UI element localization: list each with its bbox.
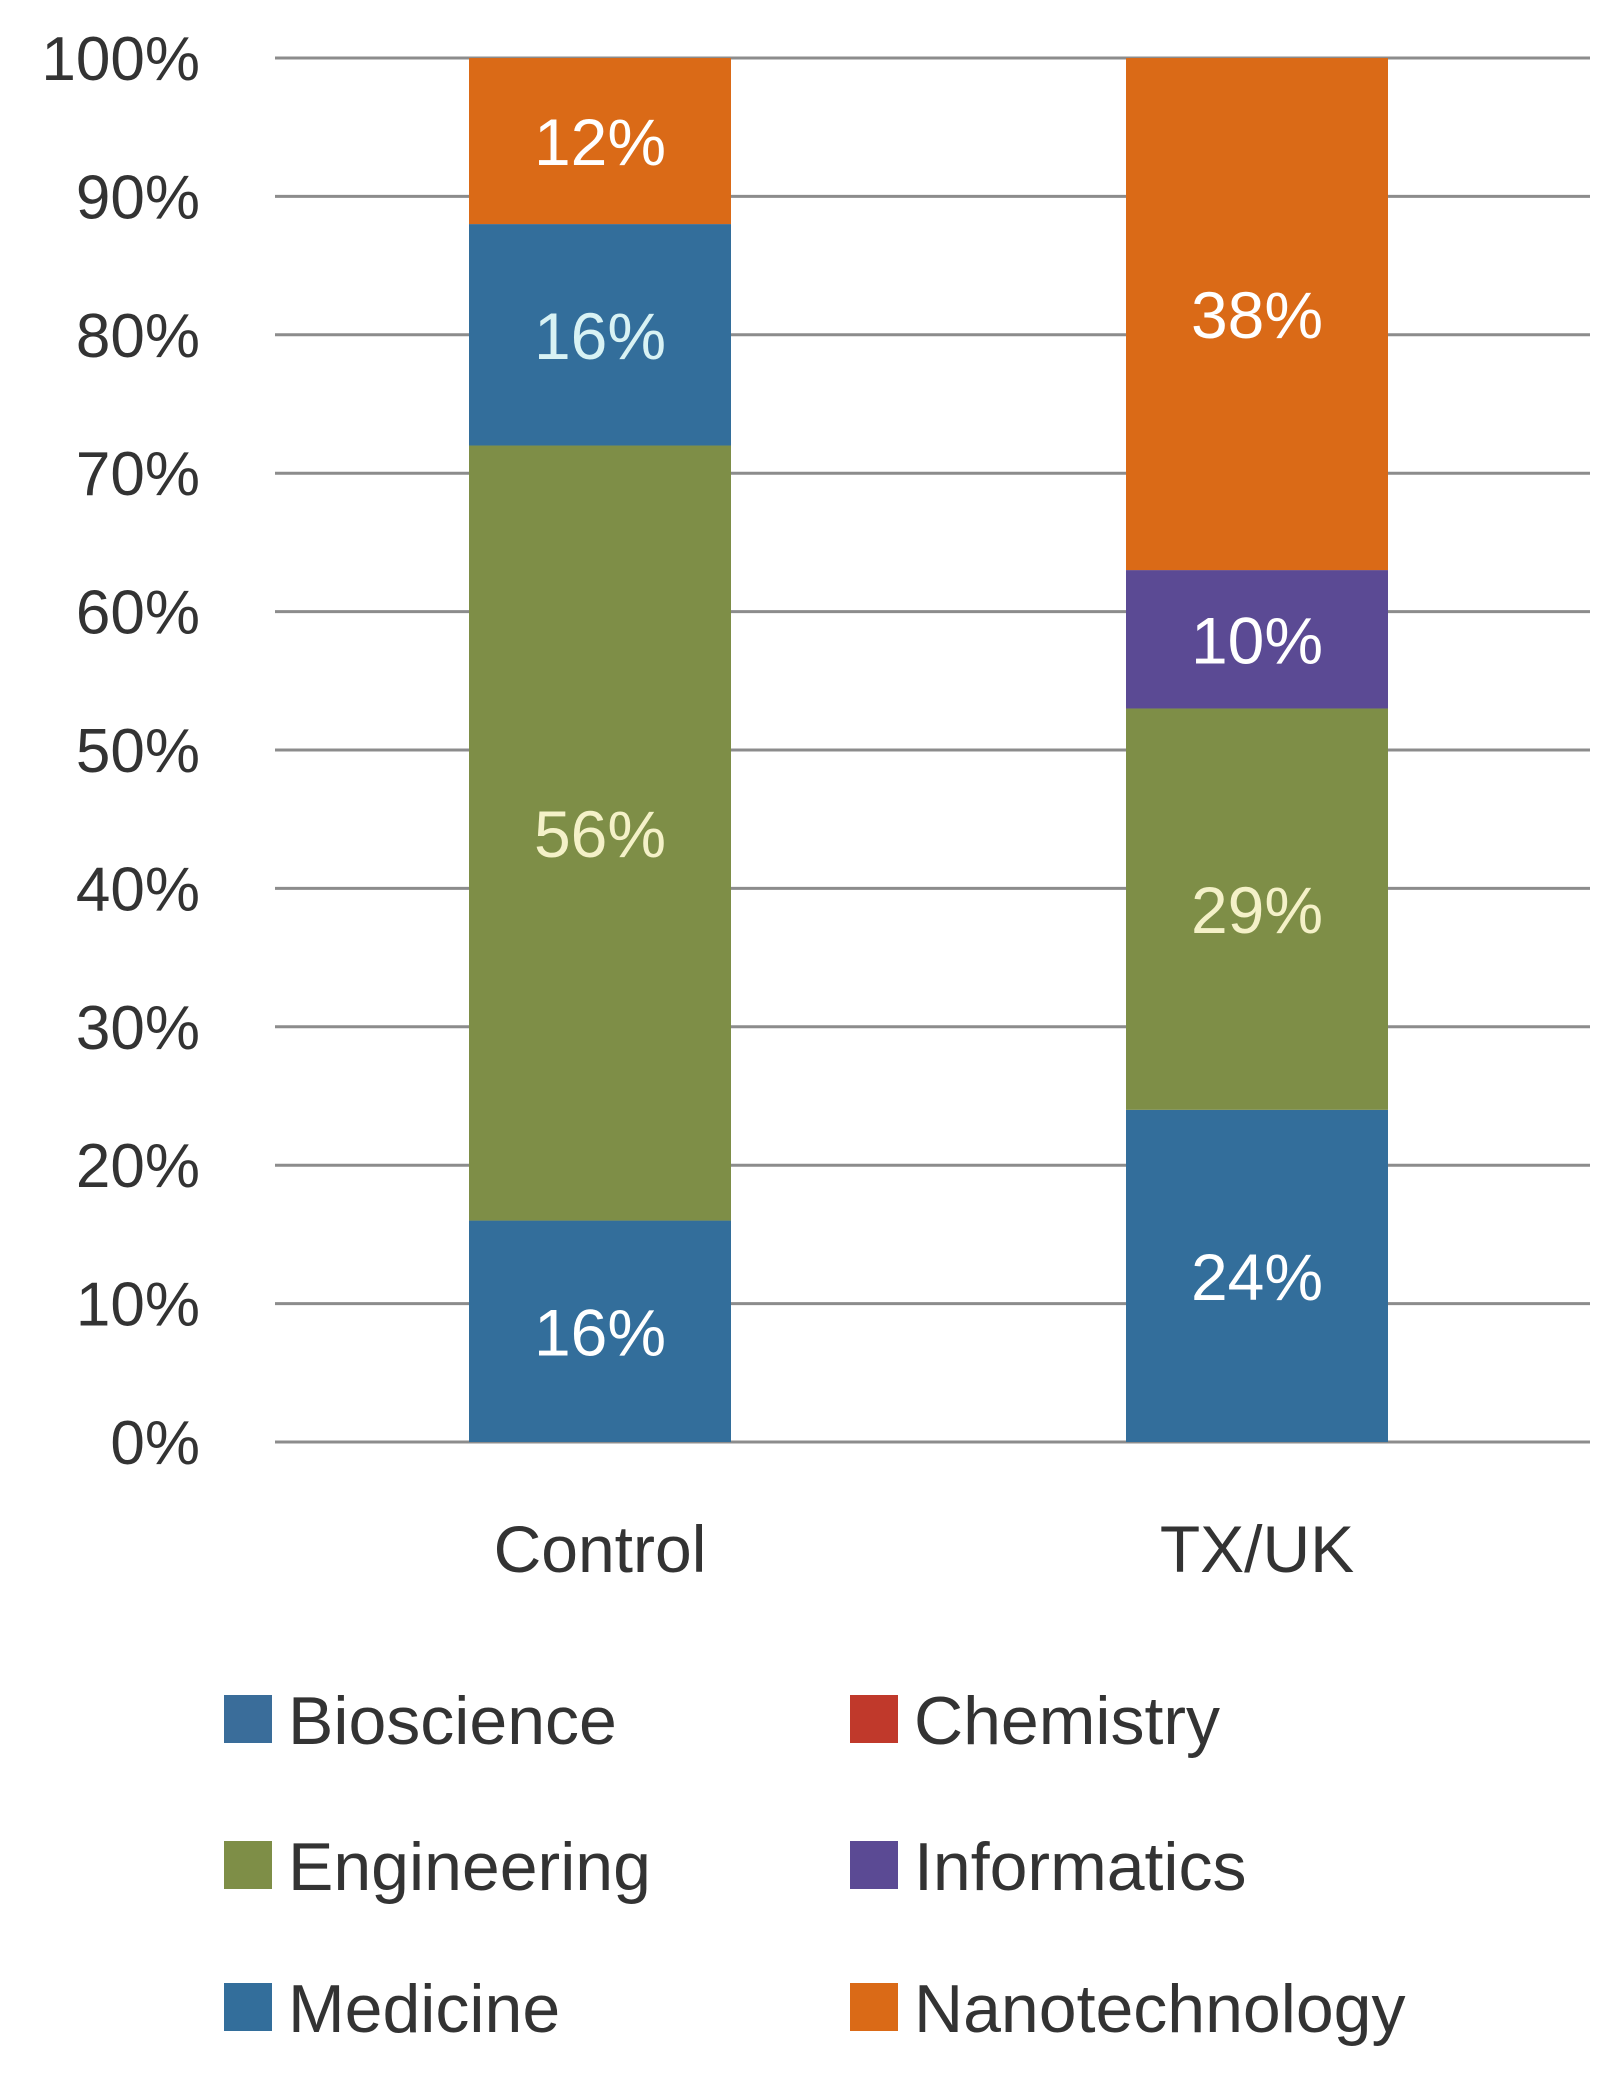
segment-value-label: 56% — [534, 797, 666, 871]
bar-segment-medicine — [1126, 1109, 1388, 1442]
legend-swatch — [224, 1841, 272, 1889]
bar-segment-engineering — [469, 445, 731, 1221]
bar-segment-nanotechnology — [1126, 58, 1388, 571]
y-axis-tick-labels: 0% 10% 20% 30% 40% 50% 60% 70% 80% 90% 100% — [41, 25, 200, 1478]
segment-value-label: 24% — [1191, 1240, 1323, 1314]
segment-value-label: 16% — [534, 1295, 666, 1369]
segment-value-label: 29% — [1191, 873, 1323, 947]
legend-item-medicine: Medicine — [224, 1971, 560, 2047]
legend-swatch — [850, 1983, 898, 2031]
legend-item-nanotechnology: Nanotechnology — [850, 1971, 1405, 2047]
y-tick-label: 60% — [76, 579, 200, 648]
legend-item-chemistry: Chemistry — [850, 1683, 1220, 1759]
y-tick-label: 100% — [41, 25, 200, 94]
legend-label: Engineering — [288, 1829, 651, 1905]
y-tick-label: 80% — [76, 302, 200, 371]
bar-segment-medicine — [469, 1220, 731, 1442]
segment-labels: 16% 56% 16% 12% 24% 29% 10% 38% — [534, 105, 1323, 1369]
x-axis-category-labels: Control TX/UK — [494, 1512, 1355, 1586]
legend-label: Informatics — [914, 1829, 1247, 1905]
segment-value-label: 38% — [1191, 278, 1323, 352]
x-category-label: TX/UK — [1160, 1512, 1354, 1586]
legend-item-engineering: Engineering — [224, 1829, 651, 1905]
x-category-label: Control — [494, 1512, 707, 1586]
bar-segment-bioscience — [469, 224, 731, 446]
segment-value-label: 12% — [534, 105, 666, 179]
legend-item-bioscience: Bioscience — [224, 1683, 617, 1759]
segment-value-label: 10% — [1191, 603, 1323, 677]
y-tick-label: 90% — [76, 163, 200, 232]
bars — [469, 58, 1388, 1442]
legend-item-informatics: Informatics — [850, 1829, 1247, 1905]
legend-label: Bioscience — [288, 1683, 617, 1759]
segment-value-label: 16% — [534, 299, 666, 373]
y-tick-label: 50% — [76, 717, 200, 786]
y-tick-label: 40% — [76, 855, 200, 924]
y-tick-label: 10% — [76, 1271, 200, 1340]
bar-segment-nanotechnology — [469, 58, 731, 225]
legend-label: Chemistry — [914, 1683, 1220, 1759]
y-tick-label: 20% — [76, 1132, 200, 1201]
bar-segment-engineering — [1126, 708, 1388, 1110]
bar-segment-informatics — [1126, 570, 1388, 709]
legend: Bioscience Chemistry Engineering Informatic… — [224, 1683, 1405, 2047]
legend-swatch — [224, 1983, 272, 2031]
y-tick-label: 0% — [110, 1409, 200, 1478]
legend-label: Medicine — [288, 1971, 560, 2047]
y-tick-label: 70% — [76, 440, 200, 509]
y-tick-label: 30% — [76, 994, 200, 1063]
legend-swatch — [224, 1695, 272, 1743]
legend-label: Nanotechnology — [914, 1971, 1405, 2047]
legend-swatch — [850, 1841, 898, 1889]
legend-swatch — [850, 1695, 898, 1743]
